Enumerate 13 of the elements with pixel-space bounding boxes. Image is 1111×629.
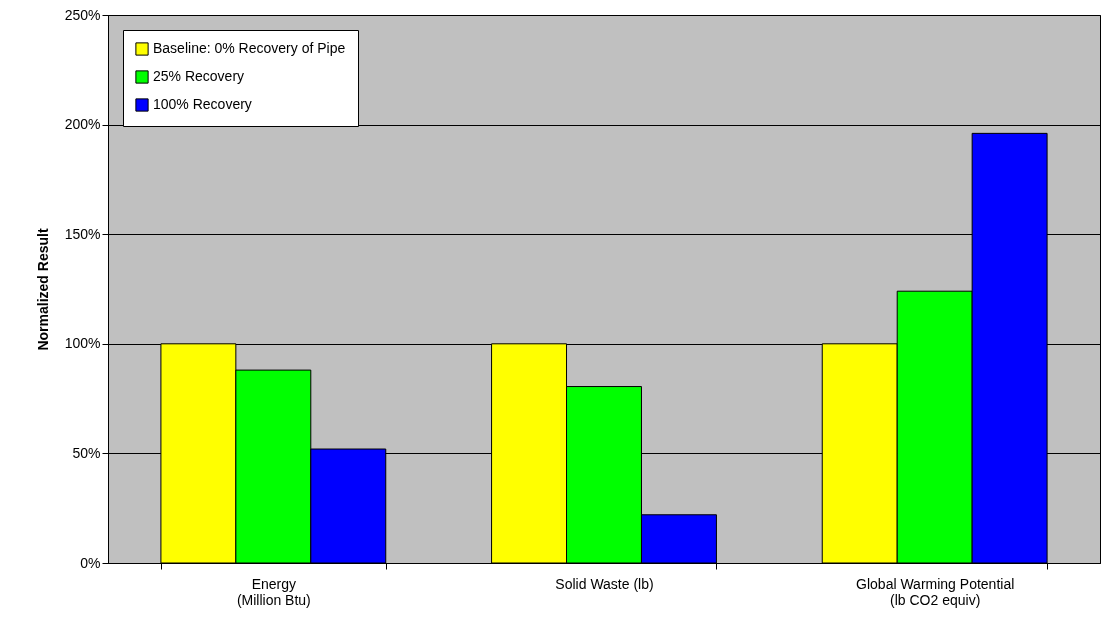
y-tick-label: 50%	[72, 444, 101, 461]
y-tick-label: 0%	[80, 554, 101, 571]
y-axis-title: Normalized Result	[34, 228, 51, 351]
y-tick-label: 250%	[64, 6, 101, 23]
legend-label: 25% Recovery	[153, 68, 245, 84]
legend-label: 100% Recovery	[153, 96, 252, 112]
legend-label: Baseline: 0% Recovery of Pipe	[153, 40, 346, 56]
x-tick-label: Energy (Million Btu)	[236, 575, 311, 608]
y-tick-label: 100%	[64, 335, 101, 352]
x-tick-label: Solid Waste (lb)	[555, 575, 654, 592]
y-tick-label: 150%	[64, 225, 101, 242]
x-tick-label: Global Warming Potential (lb CO2 equiv)	[856, 575, 1015, 608]
y-tick-label: 200%	[64, 116, 101, 133]
